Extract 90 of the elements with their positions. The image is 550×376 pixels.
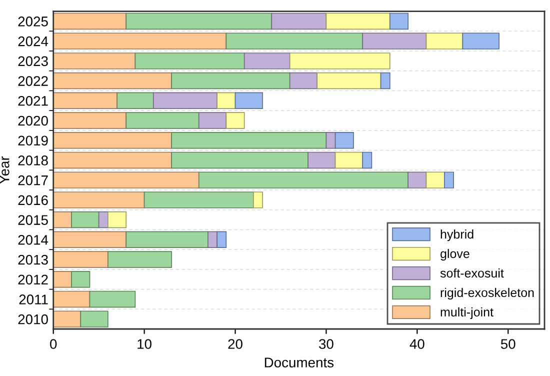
bar xyxy=(152,92,218,109)
bar xyxy=(334,132,354,149)
legend-label: soft-exosuit xyxy=(440,268,504,278)
y-tick-label: 2022 xyxy=(18,76,48,86)
bar xyxy=(108,251,172,268)
bar xyxy=(53,32,227,50)
bar xyxy=(362,32,427,50)
bar xyxy=(53,112,127,129)
legend-label: hybrid xyxy=(440,229,474,242)
bar xyxy=(271,12,327,30)
bar xyxy=(53,92,118,109)
x-tick-label: 50 xyxy=(500,339,516,349)
y-tick-label: 2012 xyxy=(18,274,48,285)
y-tick-label: 2019 xyxy=(18,136,48,146)
bar xyxy=(234,92,263,109)
bar xyxy=(53,132,172,149)
bar xyxy=(334,152,364,169)
bar xyxy=(462,32,500,50)
bar xyxy=(216,231,227,248)
bar xyxy=(98,211,108,228)
y-tick-label: 2017 xyxy=(18,175,48,186)
x-tick-label: 30 xyxy=(319,339,334,349)
y-tick-label: 2021 xyxy=(18,96,48,106)
bar xyxy=(53,231,127,248)
bar xyxy=(289,72,318,90)
bar xyxy=(326,132,336,149)
bar xyxy=(216,92,236,109)
bar xyxy=(426,172,445,188)
bar xyxy=(389,12,408,30)
bar xyxy=(408,172,427,188)
x-axis-title: Documents xyxy=(264,358,334,368)
bar xyxy=(316,72,382,90)
x-tick-label: 0 xyxy=(50,339,57,349)
bar xyxy=(126,12,272,30)
bar xyxy=(444,172,454,188)
y-tick-label: 2011 xyxy=(19,294,48,304)
y-tick-label: 2014 xyxy=(18,234,48,245)
y-tick-label: 2016 xyxy=(18,195,48,206)
bar xyxy=(108,211,127,228)
legend-label: rigid-exoskeleton xyxy=(440,288,534,300)
bar xyxy=(326,12,390,30)
bar xyxy=(71,211,100,228)
bar xyxy=(53,12,127,30)
bar xyxy=(53,310,82,328)
bar xyxy=(171,72,290,90)
y-tick-label: 2025 xyxy=(18,16,48,26)
bar xyxy=(116,92,154,109)
bar xyxy=(71,270,90,288)
x-tick-label: 10 xyxy=(138,339,152,349)
bar xyxy=(53,72,172,90)
x-tick-label: 20 xyxy=(228,339,242,349)
bar xyxy=(171,152,308,169)
y-tick-label: 2010 xyxy=(18,314,48,324)
y-tick-label: 2023 xyxy=(18,56,48,66)
bar xyxy=(126,231,208,248)
y-tick-label: 2015 xyxy=(18,215,48,225)
bar xyxy=(53,251,108,268)
bar xyxy=(53,270,72,288)
bar xyxy=(198,172,408,188)
bar xyxy=(89,290,136,308)
bar xyxy=(53,52,136,70)
y-tick-label: 2020 xyxy=(18,116,48,126)
bar xyxy=(53,290,90,308)
legend-label: glove xyxy=(440,248,470,261)
bar xyxy=(53,152,172,169)
bar xyxy=(289,52,390,70)
bar xyxy=(53,172,200,188)
bar xyxy=(171,132,327,149)
bar xyxy=(53,211,72,228)
bar xyxy=(198,112,227,129)
bar xyxy=(426,32,464,50)
bar xyxy=(253,192,263,208)
bar xyxy=(362,152,372,169)
y-tick-label: 2018 xyxy=(18,156,48,166)
bar xyxy=(380,72,390,90)
bar xyxy=(53,192,145,208)
bar xyxy=(226,112,245,129)
bar xyxy=(226,32,364,50)
bar xyxy=(144,192,254,208)
bar xyxy=(80,310,108,328)
bar xyxy=(126,112,200,129)
y-axis-title: Year xyxy=(0,156,10,184)
y-tick-label: 2024 xyxy=(18,36,48,46)
legend-label: multi-joint xyxy=(440,307,494,319)
bar xyxy=(208,231,218,248)
bar xyxy=(134,52,245,70)
bar xyxy=(244,52,290,70)
x-tick-label: 40 xyxy=(410,339,424,349)
bar xyxy=(308,152,336,169)
y-tick-label: 2013 xyxy=(18,254,48,265)
